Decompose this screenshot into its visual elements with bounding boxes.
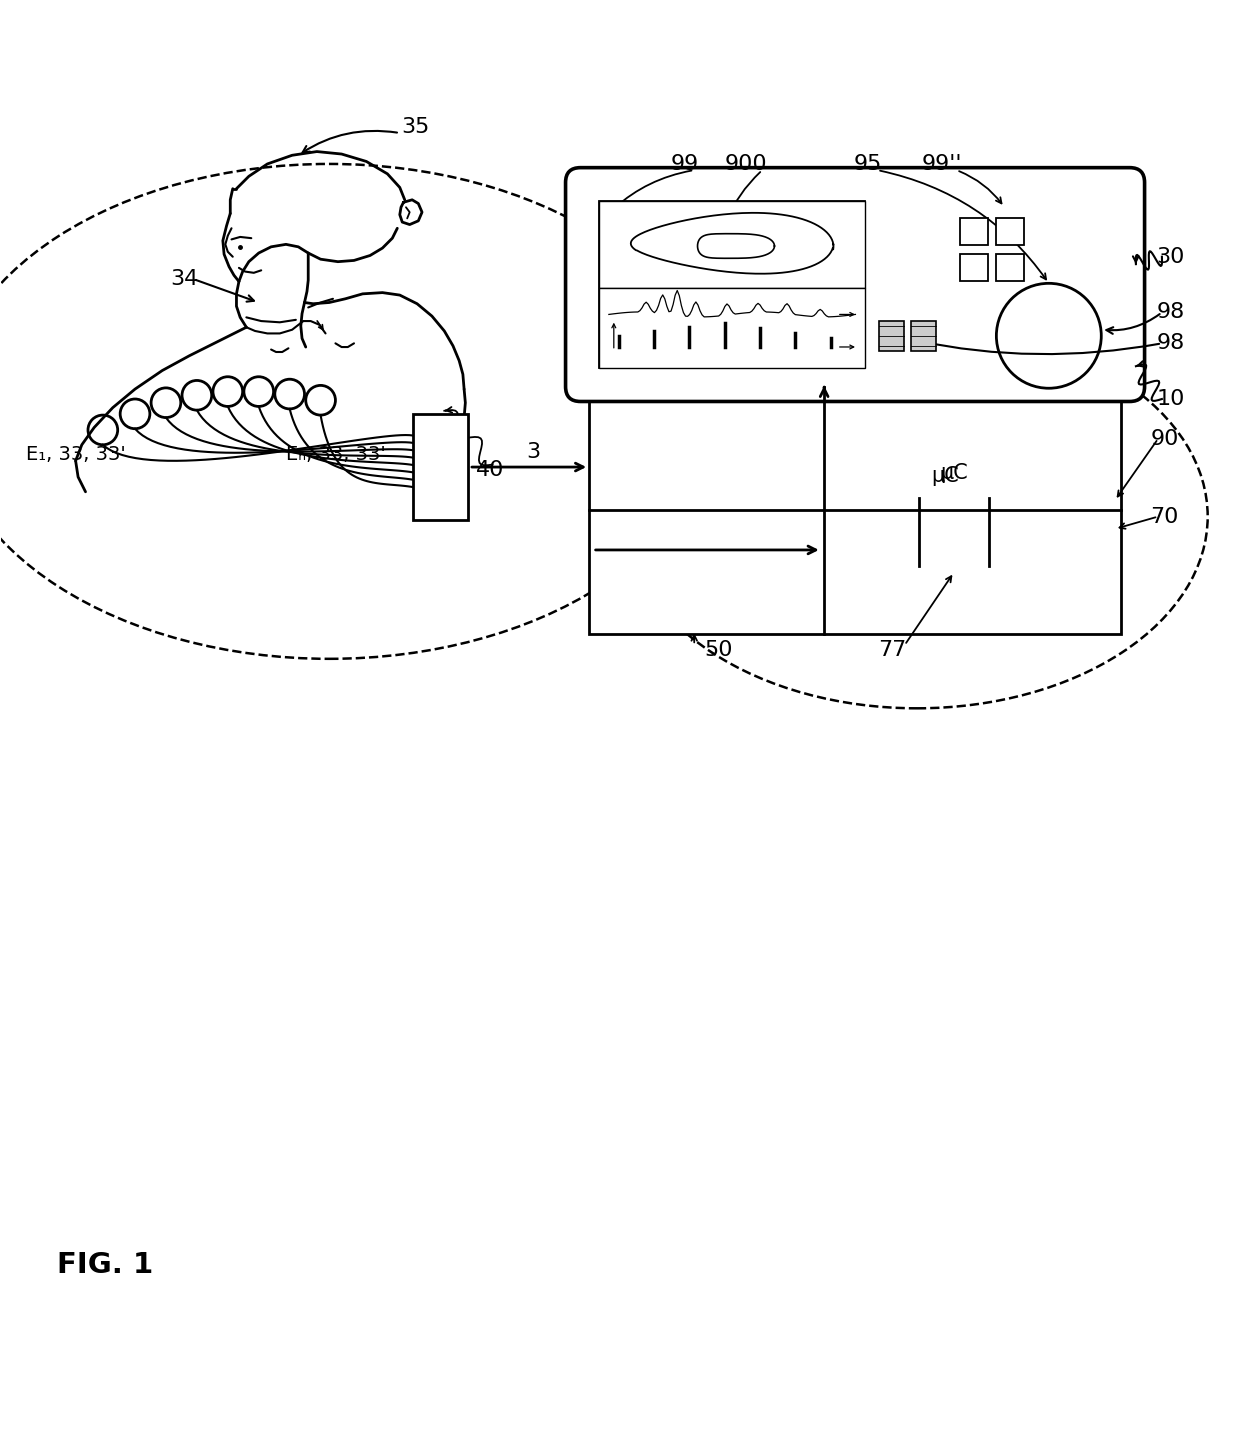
Text: 35: 35 xyxy=(402,117,430,137)
Text: FIG. 1: FIG. 1 xyxy=(57,1250,154,1279)
Text: 40: 40 xyxy=(476,460,505,480)
Text: 98: 98 xyxy=(1157,303,1184,323)
Bar xyxy=(589,387,1121,634)
Text: 50: 50 xyxy=(704,640,733,660)
Text: 30: 30 xyxy=(1157,247,1184,267)
Bar xyxy=(996,254,1023,282)
Text: μC: μC xyxy=(931,466,960,486)
Text: 99: 99 xyxy=(670,154,698,174)
Bar xyxy=(911,322,936,350)
Bar xyxy=(879,322,904,350)
Text: 90: 90 xyxy=(1151,429,1178,449)
Bar xyxy=(961,254,987,282)
Text: 99'': 99'' xyxy=(921,154,962,174)
Text: 3: 3 xyxy=(526,442,541,462)
Text: 900: 900 xyxy=(725,154,768,174)
Bar xyxy=(996,219,1023,246)
Text: 99': 99' xyxy=(599,342,634,362)
Text: 77: 77 xyxy=(878,640,906,660)
Text: 70: 70 xyxy=(1151,506,1178,526)
Bar xyxy=(961,219,987,246)
Bar xyxy=(599,201,866,287)
Text: 34: 34 xyxy=(170,269,198,289)
Bar xyxy=(599,201,866,369)
Text: μC: μC xyxy=(940,463,968,483)
Text: Eₙ, 33, 33': Eₙ, 33, 33' xyxy=(286,446,386,464)
FancyBboxPatch shape xyxy=(565,167,1145,402)
Text: 95: 95 xyxy=(853,154,882,174)
Bar xyxy=(413,414,469,520)
Text: 98: 98 xyxy=(1157,333,1184,353)
Bar xyxy=(599,287,866,369)
Text: E₁, 33, 33': E₁, 33, 33' xyxy=(26,446,126,464)
Text: 10: 10 xyxy=(1157,389,1184,409)
